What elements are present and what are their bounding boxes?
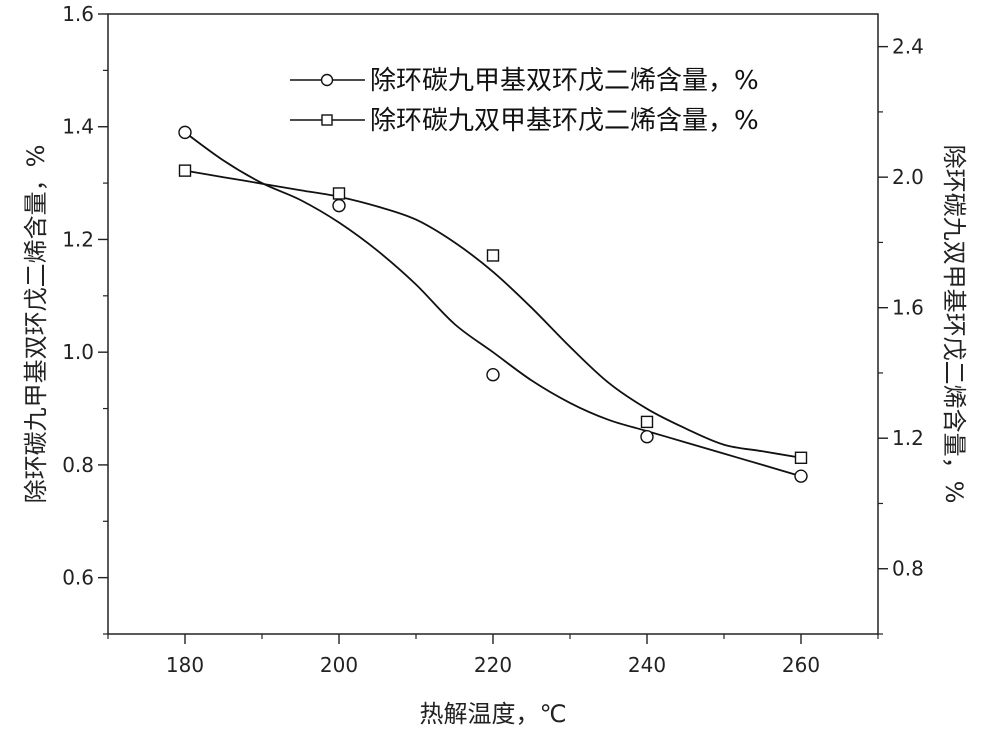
y-right-tick-label: 1.6 — [892, 296, 924, 320]
x-tick-label: 220 — [474, 653, 512, 677]
series-layer — [178, 125, 808, 483]
series-1-curve — [184, 169, 802, 459]
y-left-tick-label: 1.0 — [62, 340, 94, 364]
y-left-tick-label: 1.6 — [62, 2, 94, 26]
series-0-curve — [184, 131, 802, 478]
legend-circle-marker — [320, 73, 334, 87]
x-tick-label: 200 — [320, 653, 358, 677]
legend-label-square-series: 除环碳九双甲基环戊二烯含量，% — [370, 106, 759, 136]
x-tick-label: 260 — [782, 653, 820, 677]
series-1-point — [640, 415, 654, 429]
series-0-point — [794, 469, 808, 483]
series-1-point — [178, 164, 192, 177]
y-left-tick-label: 0.6 — [62, 566, 94, 590]
series-0-point — [486, 368, 500, 382]
legend-square-marker — [321, 114, 333, 126]
series-1-point — [332, 187, 346, 200]
y-right-tick-label: 0.8 — [892, 557, 924, 581]
series-0-point — [640, 430, 654, 444]
y-left-tick-label: 0.8 — [62, 453, 94, 477]
y-right-tick-label: 1.2 — [892, 426, 924, 450]
y-left-tick-label: 1.4 — [62, 115, 94, 139]
series-1-point — [794, 451, 808, 464]
y-right-tick-label: 2.4 — [892, 35, 924, 59]
y-axis-right-title: 除环碳九双甲基环戊二烯含量，% — [940, 145, 968, 504]
legend-label-circle-series: 除环碳九甲基双环戊二烯含量，% — [370, 66, 759, 96]
y-axis-left-title: 除环碳九甲基双环戊二烯含量，% — [22, 145, 50, 504]
y-right-tick-label: 2.0 — [892, 165, 924, 189]
y-left-tick-label: 1.2 — [62, 227, 94, 251]
x-axis: 180 200 220 240 260 — [107, 634, 879, 677]
y-axis-left: 0.6 0.8 1.0 1.2 1.4 1.6 — [62, 2, 108, 635]
series-1-point — [486, 249, 500, 262]
x-tick-label: 180 — [166, 653, 204, 677]
legend: 除环碳九甲基双环戊二烯含量，% 除环碳九双甲基环戊二烯含量，% — [290, 66, 759, 136]
x-axis-title: 热解温度，℃ — [420, 700, 567, 728]
series-0-point — [178, 125, 192, 140]
x-tick-label: 240 — [628, 653, 666, 677]
series-0-point — [332, 198, 346, 213]
y-axis-right: 0.8 1.2 1.6 2.0 2.4 — [878, 35, 924, 635]
